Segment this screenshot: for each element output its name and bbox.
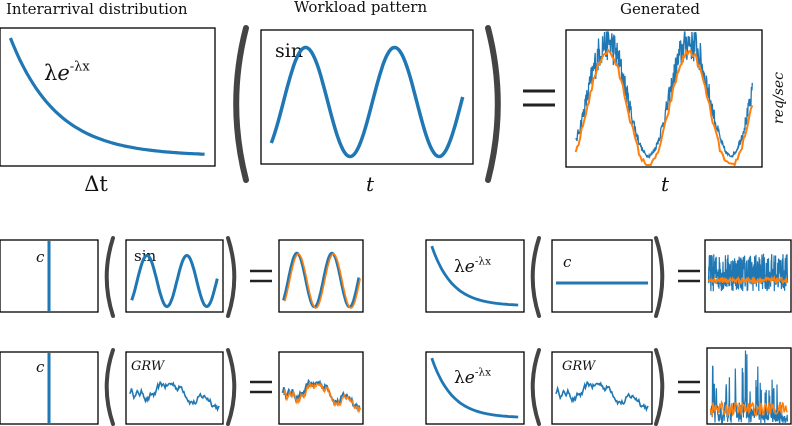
row2-right-close-paren	[654, 236, 665, 318]
t-label-workload: t	[366, 172, 375, 196]
sin-workload-curve-small	[130, 253, 219, 309]
t-label-generated: t	[661, 172, 670, 196]
formula-e-symbol: e	[465, 257, 475, 277]
sin-workload-curve	[269, 45, 465, 159]
exponential-curve-2	[430, 245, 519, 307]
exponential-interarrival-panel-2	[425, 239, 525, 313]
interarrival-panel	[0, 27, 216, 167]
constant-workload-panel	[551, 239, 653, 313]
grw-label-2: GRW	[562, 359, 597, 374]
sin-generated-orange-small	[284, 253, 361, 309]
sin-generated-panel-small	[278, 239, 364, 313]
sin-workload-panel-small	[125, 239, 224, 313]
workload-panel	[260, 29, 474, 165]
row3-lambda-formula: λe-λx	[454, 366, 491, 388]
grw-workload-curve-2	[555, 380, 649, 413]
exponential-interarrival-panel-3	[425, 351, 525, 425]
top-right-paren	[485, 25, 501, 183]
formula-exponent: -λx	[475, 255, 491, 267]
generated-panel	[565, 29, 763, 168]
formula-e-symbol: e	[57, 61, 69, 85]
row3-left-close-paren	[226, 348, 237, 426]
sin-generated-blue-small	[282, 251, 360, 309]
grw-workload-panel-1	[125, 351, 224, 425]
row2-right-open-paren	[530, 236, 541, 318]
formula-exponent: -λx	[475, 366, 491, 378]
formula-lambda-symbol: λ	[454, 368, 465, 388]
delta-t-label: Δt	[84, 172, 108, 196]
c-label-2: c	[563, 253, 572, 271]
req-sec-label: req/sec	[771, 72, 787, 124]
row2-left-close-paren	[226, 236, 237, 318]
row2-left-open-paren	[104, 236, 115, 318]
row3-left-open-paren	[104, 348, 115, 426]
title-workload: Workload pattern	[294, 0, 428, 16]
grw-workload-panel-2	[551, 351, 653, 425]
row3-right-close-paren	[654, 348, 665, 426]
grw-label-1: GRW	[131, 359, 166, 374]
formula-lambda-symbol: λ	[454, 257, 465, 277]
flat-generated-noisy	[707, 253, 789, 292]
row2-lambda-formula: λe-λx	[454, 255, 491, 277]
exponential-curve	[8, 37, 205, 156]
row3-right-open-paren	[530, 348, 541, 426]
formula-e-symbol: e	[465, 368, 475, 388]
top-left-paren	[233, 25, 249, 183]
formula-exponent: -λx	[70, 60, 91, 75]
top-lambda-formula: λe-λx	[44, 60, 90, 85]
grw-workload-curve-1	[129, 380, 220, 413]
grw-generated-orange-small	[282, 381, 362, 414]
formula-lambda-symbol: λ	[44, 61, 57, 85]
grw-noisy-generated-orange	[709, 400, 788, 419]
title-interarrival: Interarrival distribution	[6, 0, 188, 18]
c-label-1: c	[36, 248, 45, 266]
grw-generated-panel-small	[278, 351, 364, 425]
c-label-3: c	[36, 358, 45, 376]
flat-generated-mean	[707, 274, 789, 286]
title-generated: Generated	[620, 0, 701, 18]
exponential-curve-3	[430, 357, 519, 419]
generated-mean-series	[574, 47, 754, 167]
